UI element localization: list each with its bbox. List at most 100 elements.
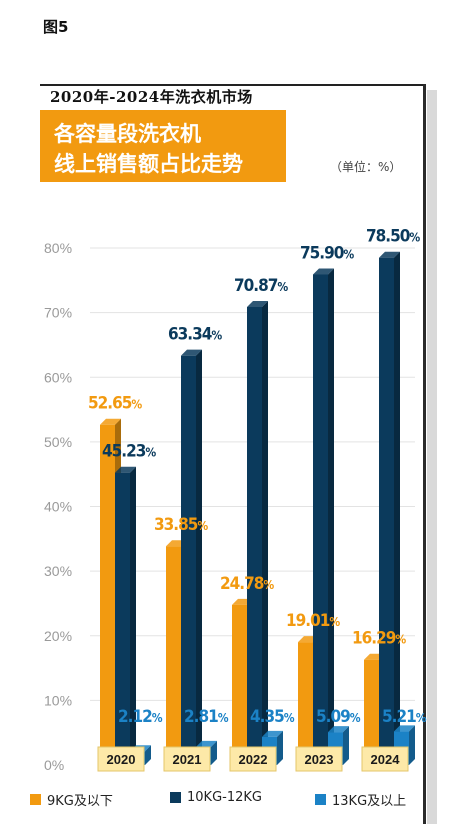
- bar-top: [313, 268, 334, 275]
- value-label: 19.01%: [286, 611, 340, 631]
- y-tick-label: 60%: [44, 369, 72, 385]
- value-suffix: %: [218, 711, 229, 725]
- value-suffix: %: [350, 711, 361, 725]
- title-banner: 各容量段洗衣机 线上销售额占比走势: [40, 110, 286, 182]
- legend-label-13kg: 13KG及以上: [332, 794, 407, 809]
- bar-side: [343, 726, 349, 765]
- bar: [298, 642, 313, 765]
- value-label: 16.29%: [352, 629, 406, 649]
- y-tick-label: 10%: [44, 692, 72, 708]
- value-number: 2.81: [184, 707, 218, 727]
- bar-top: [328, 726, 349, 733]
- bar-side: [409, 725, 415, 765]
- bar-side: [262, 301, 268, 765]
- year-box: [229, 746, 277, 772]
- value-number: 5.09: [316, 707, 350, 727]
- bar-top: [247, 301, 268, 308]
- bar: [232, 604, 247, 765]
- value-label: 63.34%: [168, 325, 222, 345]
- legend-label-10-12kg: 10KG-12KG: [187, 790, 262, 805]
- frame-right-rule: [423, 84, 426, 824]
- value-number: 63.34: [168, 325, 212, 345]
- bar: [115, 472, 130, 765]
- legend: 9KG及以下 10KG-12KG 13KG及以上: [30, 790, 430, 809]
- year-box: [97, 746, 145, 772]
- value-suffix: %: [277, 280, 288, 294]
- bar: [166, 546, 181, 765]
- value-label: 4.35%: [250, 707, 295, 727]
- value-label: 5.09%: [316, 707, 361, 727]
- value-suffix: %: [211, 329, 222, 343]
- x-tick-label: 2023: [305, 752, 334, 767]
- bar-side: [328, 268, 334, 765]
- value-number: 33.85: [154, 515, 198, 535]
- value-label: 2.81%: [184, 707, 229, 727]
- title-line-1: 各容量段洗衣机: [54, 122, 201, 146]
- x-tick-label: 2021: [173, 752, 202, 767]
- value-label: 45.23%: [102, 442, 156, 462]
- value-number: 78.50: [366, 227, 410, 247]
- value-label: 78.50%: [366, 227, 420, 247]
- value-number: 2.12: [118, 707, 152, 727]
- value-suffix: %: [145, 446, 156, 460]
- value-suffix: %: [395, 633, 406, 647]
- value-suffix: %: [343, 247, 354, 261]
- bar-side: [145, 745, 151, 765]
- year-box: [163, 746, 211, 772]
- value-number: 5.21: [382, 707, 416, 727]
- title-line-2: 线上销售额占比走势: [54, 152, 243, 176]
- x-tick-label: 2020: [107, 752, 136, 767]
- value-number: 52.65: [88, 394, 132, 414]
- value-number: 24.78: [220, 574, 264, 594]
- value-suffix: %: [409, 231, 420, 245]
- bar-side: [211, 740, 217, 765]
- legend-swatch-13kg: [315, 794, 326, 805]
- frame-shadow: [427, 90, 437, 824]
- bar-top: [196, 740, 217, 747]
- bar-top: [181, 349, 202, 356]
- bar-side: [394, 251, 400, 766]
- value-suffix: %: [131, 398, 142, 412]
- value-number: 19.01: [286, 611, 330, 631]
- value-number: 70.87: [234, 276, 278, 296]
- legend-item-9kg: 9KG及以下: [30, 790, 113, 809]
- value-suffix: %: [329, 615, 340, 629]
- bar: [247, 307, 262, 765]
- legend-swatch-9kg: [30, 794, 41, 805]
- y-tick-label: 0%: [44, 757, 64, 773]
- year-box: [361, 746, 409, 772]
- y-tick-label: 30%: [44, 563, 72, 579]
- y-tick-label: 50%: [44, 434, 72, 450]
- figure-label: 图5: [43, 18, 69, 36]
- y-tick-label: 80%: [44, 240, 72, 256]
- value-label: 2.12%: [118, 707, 163, 727]
- legend-swatch-10-12kg: [170, 792, 181, 803]
- y-tick-label: 40%: [44, 499, 72, 515]
- bar: [181, 355, 196, 765]
- bar: [364, 659, 379, 765]
- value-number: 45.23: [102, 442, 146, 462]
- bar-top: [394, 725, 415, 732]
- bar: [379, 257, 394, 765]
- unit-label: （单位：%）: [330, 160, 402, 174]
- value-number: 75.90: [300, 243, 344, 263]
- bar-top: [100, 418, 121, 425]
- value-label: 24.78%: [220, 574, 274, 594]
- chart-subtitle: 2020年-2024年洗衣机市场: [50, 88, 253, 106]
- y-tick-label: 20%: [44, 628, 72, 644]
- value-suffix: %: [152, 711, 163, 725]
- value-label: 52.65%: [88, 394, 142, 414]
- bar: [100, 424, 115, 765]
- value-number: 16.29: [352, 629, 396, 649]
- value-suffix: %: [263, 578, 274, 592]
- y-tick-label: 70%: [44, 305, 72, 321]
- value-label: 70.87%: [234, 276, 288, 296]
- value-number: 4.35: [250, 707, 284, 727]
- bar-top: [262, 730, 283, 737]
- bar: [313, 274, 328, 765]
- bar-side: [130, 466, 136, 765]
- value-label: 33.85%: [154, 515, 208, 535]
- value-suffix: %: [416, 711, 427, 725]
- x-tick-label: 2022: [239, 752, 268, 767]
